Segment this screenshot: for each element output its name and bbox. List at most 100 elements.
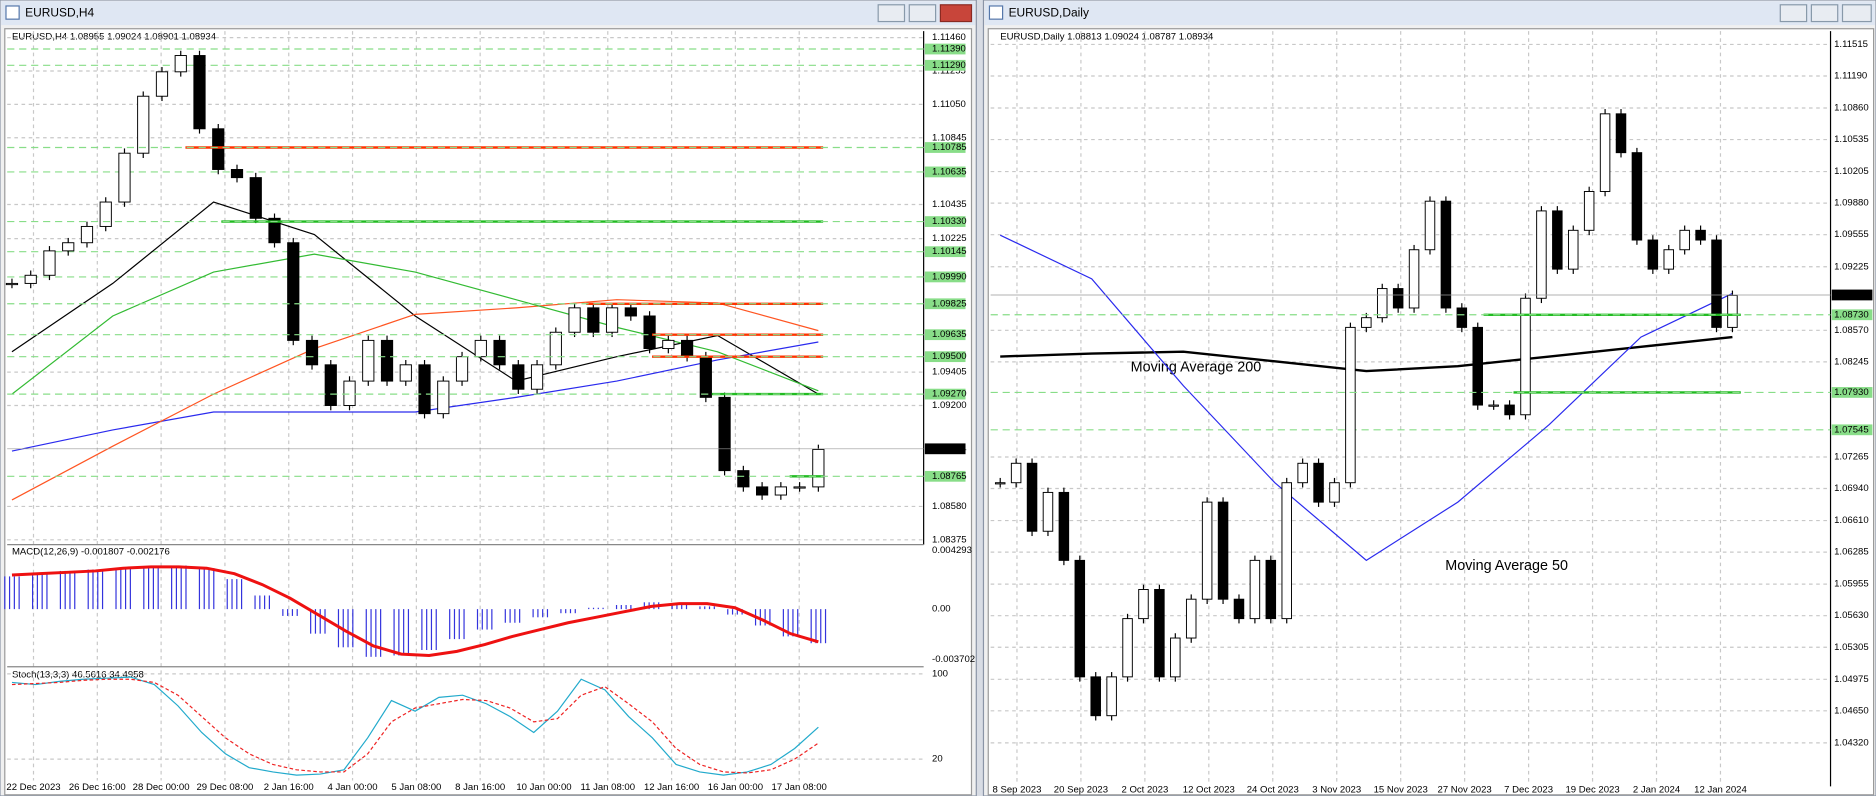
minimize-button[interactable] <box>1779 4 1808 23</box>
chart-header: EURUSD,Daily 1.08813 1.09024 1.08787 1.0… <box>1000 32 1214 43</box>
date-label: 24 Oct 2023 <box>1247 785 1299 796</box>
price-label: 1.09555 <box>1834 229 1869 240</box>
candle <box>1233 598 1245 620</box>
candle <box>1631 152 1643 241</box>
candle <box>624 307 637 317</box>
date-label: 5 Jan 08:00 <box>391 782 441 793</box>
price-label: 1.05630 <box>1834 610 1869 621</box>
price-label: 1.04975 <box>1834 674 1869 685</box>
chart-area <box>4 28 973 796</box>
candle <box>5 282 19 286</box>
date-label: 19 Dec 2023 <box>1565 785 1619 796</box>
price-label: 1.10785 <box>932 142 967 153</box>
candle <box>1504 404 1515 416</box>
window-icon <box>988 5 1004 20</box>
candle <box>1074 559 1086 678</box>
candle <box>812 448 825 488</box>
current-price: 1.08934 <box>932 443 967 454</box>
date-label: 3 Nov 2023 <box>1312 785 1361 796</box>
title-bar[interactable] <box>984 1 1875 26</box>
candle <box>1281 482 1292 620</box>
candle <box>1058 491 1070 561</box>
candle <box>1376 288 1388 319</box>
candle <box>1695 229 1706 241</box>
candle <box>324 364 337 406</box>
moving-average <box>1000 335 1733 373</box>
date-label: 8 Jan 16:00 <box>455 782 505 793</box>
price-tag <box>1831 309 1873 321</box>
price-tag <box>924 298 966 310</box>
candle <box>399 364 412 382</box>
close-button[interactable] <box>1841 4 1872 23</box>
minimize-button[interactable] <box>877 4 906 23</box>
date-label: 29 Dec 08:00 <box>196 782 253 793</box>
date-label: 8 Sep 2023 <box>993 785 1042 796</box>
candle <box>343 380 356 406</box>
price-tag <box>924 351 966 363</box>
stoch-tick: 20 <box>932 754 943 765</box>
candle <box>1408 249 1420 309</box>
price-label: 1.10845 <box>932 132 967 143</box>
candle <box>1472 326 1483 406</box>
price-tag <box>924 166 966 178</box>
price-label: 1.06610 <box>1834 515 1869 526</box>
candle <box>249 177 262 219</box>
candle <box>1185 598 1197 639</box>
price-label: 1.09635 <box>932 329 967 340</box>
title-bar[interactable] <box>1 1 976 26</box>
price-label: 1.11460 <box>932 32 966 43</box>
candle <box>1440 200 1452 309</box>
candle <box>1663 249 1675 270</box>
candle <box>1265 559 1277 620</box>
candle <box>643 315 656 350</box>
candle <box>680 339 694 358</box>
price-label: 1.11050 <box>932 99 966 110</box>
candle <box>755 486 769 496</box>
candle <box>512 364 525 390</box>
candle <box>1392 288 1404 309</box>
price-label: 1.09500 <box>932 351 967 362</box>
close-button[interactable] <box>939 4 973 23</box>
candle <box>212 128 225 170</box>
candle <box>1361 317 1372 328</box>
price-label: 1.11255 <box>932 66 966 77</box>
candle <box>1567 229 1579 270</box>
candle <box>493 339 506 366</box>
date-label: 12 Jan 2024 <box>1694 785 1747 796</box>
candle <box>1599 113 1611 192</box>
window-title: EURUSD,H4 <box>25 5 94 19</box>
date-label: 2 Oct 2023 <box>1121 785 1168 796</box>
candle <box>1106 676 1117 717</box>
price-label: 1.08570 <box>1834 325 1869 336</box>
candle <box>662 339 675 350</box>
window-daily: EURUSD,Daily <box>982 0 1876 796</box>
candle <box>1201 501 1213 600</box>
indicator-label: Stoch(13,3,3) 46.5616 34.4958 <box>12 670 144 681</box>
candle <box>305 339 319 366</box>
date-label: 10 Jan 00:00 <box>516 782 571 793</box>
date-label: 15 Nov 2023 <box>1374 785 1428 796</box>
macd-tick: 0.004293 <box>932 545 972 556</box>
date-label: 27 Nov 2023 <box>1438 785 1492 796</box>
candle <box>474 339 487 358</box>
date-label: 12 Oct 2023 <box>1183 785 1235 796</box>
date-label: 28 Dec 00:00 <box>133 782 190 793</box>
candle <box>568 307 581 333</box>
date-label: 17 Jan 08:00 <box>772 782 827 793</box>
candle <box>1042 491 1054 532</box>
price-label: 1.04320 <box>1834 737 1869 748</box>
date-label: 2 Jan 2024 <box>1633 785 1681 796</box>
candle <box>1217 501 1229 600</box>
maximize-button[interactable] <box>908 4 937 23</box>
candle <box>1424 200 1436 251</box>
candle <box>230 169 244 179</box>
candle <box>1552 210 1563 270</box>
candle <box>530 364 544 390</box>
candle <box>24 274 37 284</box>
stoch-tick: 100 <box>932 668 948 679</box>
maximize-button[interactable] <box>1810 4 1839 23</box>
price-tag <box>924 470 966 482</box>
price-label: 1.09200 <box>932 400 967 411</box>
price-tag <box>1831 387 1873 398</box>
